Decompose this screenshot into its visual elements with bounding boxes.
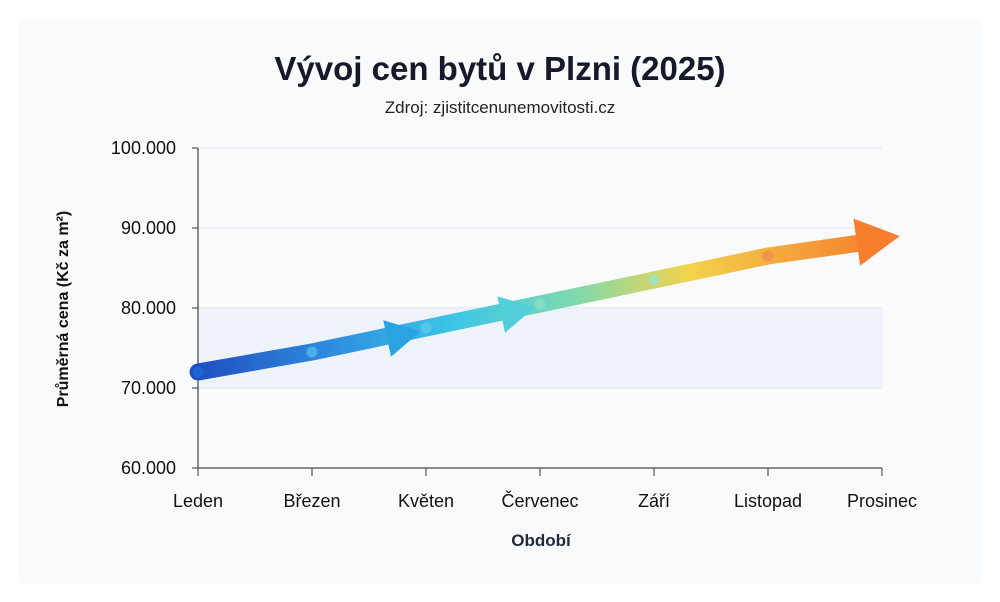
y-tick-label: 60.000 [121, 458, 176, 478]
x-tick-label: Prosinec [847, 491, 917, 511]
data-point [420, 322, 432, 334]
data-point [648, 274, 660, 286]
data-point [192, 366, 204, 378]
chart-title: Vývoj cen bytů v Plzni (2025) [274, 50, 726, 87]
y-tick-label: 80.000 [121, 298, 176, 318]
chart-subtitle: Zdroj: zjistitcenunemovitosti.cz [384, 98, 616, 117]
x-tick-label: Červenec [501, 490, 578, 511]
data-point [306, 346, 318, 358]
arrowhead-mark [383, 320, 421, 357]
x-axis-label: Období [511, 531, 571, 550]
y-tick-label: 70.000 [121, 378, 176, 398]
data-point [762, 250, 774, 262]
arrowhead-mark [497, 296, 535, 333]
x-tick-label: Září [638, 491, 670, 511]
x-tick-label: Březen [283, 491, 340, 511]
y-tick-label: 100.000 [111, 138, 176, 158]
x-tick-label: Listopad [734, 491, 802, 511]
y-tick-label: 90.000 [121, 218, 176, 238]
x-tick-label: Květen [398, 491, 454, 511]
data-point [534, 298, 546, 310]
x-tick-label: Leden [173, 491, 223, 511]
arrowhead-end [853, 218, 900, 266]
